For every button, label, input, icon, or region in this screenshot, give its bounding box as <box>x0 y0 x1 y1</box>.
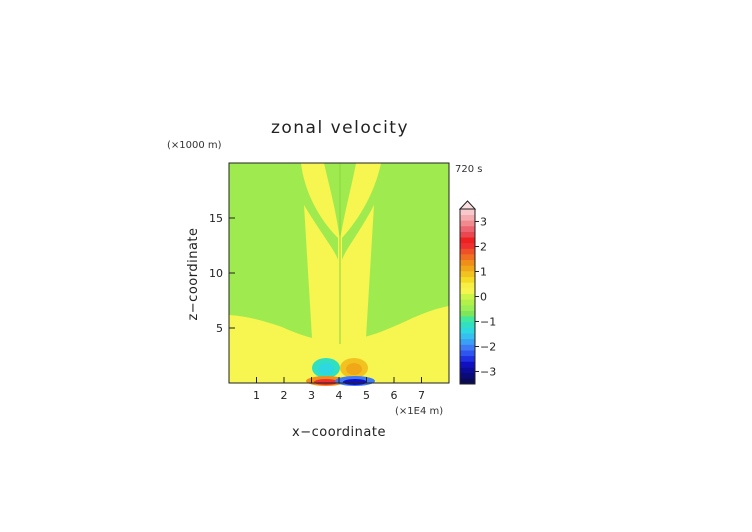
x-units-label: (×1E4 m) <box>395 406 443 417</box>
x-tick-label: 4 <box>336 389 343 402</box>
colorbar-swatch <box>460 327 475 334</box>
colorbar-tick-label: 0 <box>480 291 487 304</box>
x-axis-ticks: 1 2 3 4 5 6 7 <box>253 377 425 402</box>
x-axis-label: x−coordinate <box>292 425 386 440</box>
positive-cell-inner <box>346 363 362 375</box>
colorbar-swatch <box>460 209 475 215</box>
surface-negative-inner <box>343 379 367 385</box>
colorbar-swatch <box>460 231 475 238</box>
x-tick-label: 2 <box>281 389 288 402</box>
x-tick-label: 3 <box>308 389 315 402</box>
colorbar-swatch <box>460 276 475 283</box>
colorbar-swatch <box>460 372 475 379</box>
colorbar-swatch <box>460 254 475 261</box>
contour-positive-center-column <box>304 205 338 342</box>
colorbar-swatch <box>460 288 475 294</box>
y-tick-label: 5 <box>216 322 223 335</box>
contour-positive-bottom-band <box>229 313 449 383</box>
x-tick-label: 1 <box>253 389 260 402</box>
y-axis-ticks: 5 10 15 <box>209 212 235 335</box>
colorbar-swatch <box>460 316 475 323</box>
contour-positive-center-column-right <box>342 205 374 342</box>
colorbar-swatch <box>460 225 475 232</box>
colorbar-tick-label: −2 <box>480 341 496 354</box>
colorbar-tick-label: −1 <box>480 316 496 329</box>
colorbar-swatch <box>460 355 475 362</box>
colorbar-swatch <box>460 304 475 311</box>
colorbar-swatch <box>460 282 475 289</box>
surface-positive-inner <box>314 379 338 385</box>
colorbar-swatch <box>460 271 475 278</box>
y-axis-label: z−coordinate <box>186 227 201 320</box>
colorbar-swatch <box>460 237 475 244</box>
x-tick-label: 7 <box>418 389 425 402</box>
colorbar-swatch <box>460 367 475 374</box>
x-tick-label: 6 <box>391 389 398 402</box>
colorbar-swatch <box>460 378 475 385</box>
colorbar-tick-label: 2 <box>480 241 487 254</box>
colorbar-swatch <box>460 265 475 272</box>
colorbar-tick-label: 1 <box>480 266 487 279</box>
time-label: 720 s <box>455 164 482 175</box>
colorbar-tick-label: 3 <box>480 216 487 229</box>
y-tick-label: 15 <box>209 212 223 225</box>
contour-negative-upper-right <box>342 163 449 340</box>
colorbar-swatch <box>460 242 475 249</box>
colorbar-swatch <box>460 259 475 266</box>
colorbar-swatch <box>460 220 475 227</box>
colorbar-swatch <box>460 361 475 368</box>
colorbar-swatch <box>460 214 475 221</box>
colorbar-swatch <box>460 310 475 317</box>
colorbar: 3 2 1 0 −1 −2 −3 <box>458 200 496 385</box>
chart-title: zonal velocity <box>271 118 409 138</box>
colorbar-swatch <box>460 293 475 300</box>
y-tick-label: 10 <box>209 267 223 280</box>
colorbar-swatch <box>460 321 475 328</box>
colorbar-tick-label: −3 <box>480 366 496 379</box>
x-tick-label: 5 <box>363 389 370 402</box>
contour-plot <box>228 162 450 386</box>
colorbar-swatch <box>460 350 475 357</box>
colorbar-swatch <box>460 248 475 255</box>
colorbar-extend-arrow <box>458 200 477 210</box>
negative-cell-inner <box>318 363 334 375</box>
y-units-label: (×1000 m) <box>167 140 222 151</box>
colorbar-swatch <box>460 299 475 306</box>
colorbar-swatch <box>460 338 475 345</box>
colorbar-swatch <box>460 344 475 351</box>
colorbar-swatch <box>460 333 475 340</box>
